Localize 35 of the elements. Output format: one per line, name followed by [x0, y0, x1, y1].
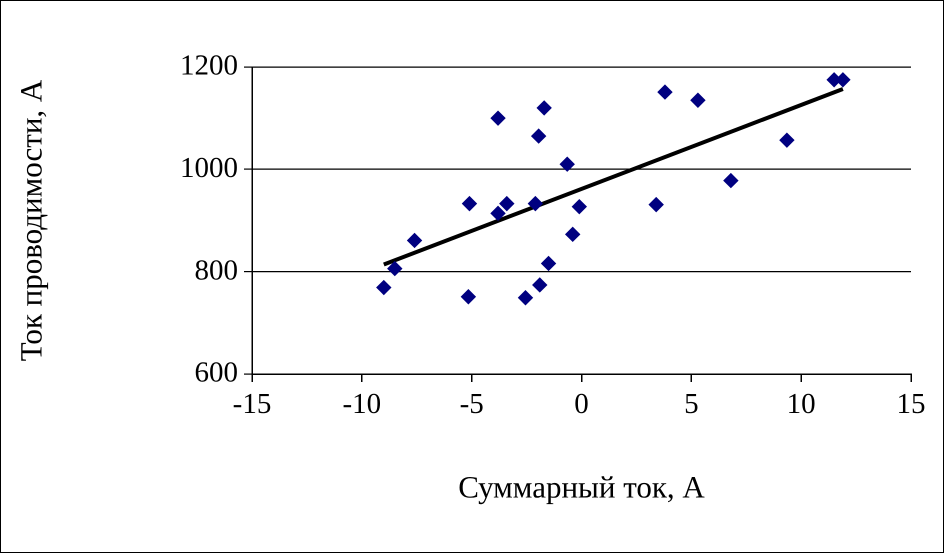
- x-tick-label: 0: [574, 388, 589, 420]
- y-tick-label: 1200: [180, 50, 238, 82]
- point: [490, 206, 506, 221]
- x-tick-label: -15: [232, 388, 272, 420]
- point: [560, 156, 575, 172]
- x-tick-label: 10: [786, 388, 816, 420]
- point: [528, 196, 543, 212]
- y-tick-label: 600: [194, 356, 238, 389]
- point: [572, 199, 587, 214]
- x-tick-label: -10: [342, 388, 382, 420]
- point: [541, 256, 556, 271]
- point: [531, 128, 546, 144]
- point: [648, 197, 664, 212]
- point: [376, 280, 392, 296]
- x-axis-title: Суммарный ток, А: [458, 470, 706, 505]
- point: [779, 132, 794, 148]
- point: [657, 84, 672, 100]
- point: [532, 277, 548, 292]
- x-tick-label: 15: [896, 388, 926, 420]
- point: [460, 289, 476, 304]
- x-tick-label: 5: [684, 388, 699, 420]
- point: [723, 173, 738, 188]
- y-axis-title: Ток проводимости, А: [14, 79, 49, 362]
- point: [499, 196, 514, 212]
- y-tick-label: 1000: [180, 152, 238, 184]
- point: [565, 226, 580, 242]
- point: [387, 261, 402, 276]
- point: [518, 290, 533, 306]
- point: [536, 100, 552, 116]
- point: [407, 232, 422, 248]
- point: [690, 92, 706, 108]
- y-tick-label: 800: [194, 254, 238, 286]
- point: [490, 110, 506, 126]
- point: [462, 196, 477, 212]
- x-tick-label: -5: [460, 388, 484, 420]
